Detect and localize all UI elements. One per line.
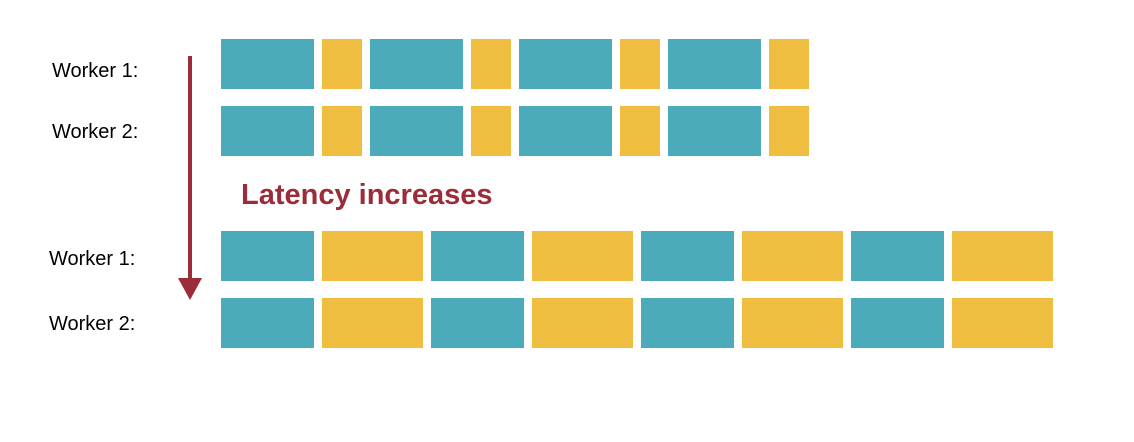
compute-block <box>431 231 524 281</box>
compute-block <box>431 298 524 348</box>
compute-block <box>851 298 944 348</box>
compute-block <box>221 39 314 89</box>
compute-block <box>519 106 612 156</box>
compute-block <box>221 106 314 156</box>
communication-block <box>471 39 511 89</box>
communication-block <box>532 231 633 281</box>
row-low-latency-worker-1 <box>221 39 809 89</box>
row-low-latency-worker-2 <box>221 106 809 156</box>
communication-block <box>620 106 660 156</box>
timeline-rows <box>221 39 1053 348</box>
row-high-latency-worker-2 <box>221 298 1053 348</box>
compute-block <box>668 106 761 156</box>
communication-block <box>742 298 843 348</box>
communication-block <box>769 39 809 89</box>
compute-block <box>668 39 761 89</box>
row-high-latency-worker-1 <box>221 231 1053 281</box>
compute-block <box>370 106 463 156</box>
compute-block <box>641 231 734 281</box>
communication-block <box>322 39 362 89</box>
worker-1-label-top: Worker 1: <box>52 60 138 82</box>
latency-arrow <box>178 56 202 300</box>
communication-block <box>322 106 362 156</box>
communication-block <box>620 39 660 89</box>
compute-block <box>519 39 612 89</box>
communication-block <box>742 231 843 281</box>
communication-block <box>952 298 1053 348</box>
worker-1-label-bottom: Worker 1: <box>49 248 135 270</box>
communication-block <box>471 106 511 156</box>
communication-block <box>322 231 423 281</box>
compute-block <box>641 298 734 348</box>
compute-block <box>370 39 463 89</box>
communication-block <box>322 298 423 348</box>
compute-block <box>221 231 314 281</box>
communication-block <box>769 106 809 156</box>
latency-increases-label: Latency increases <box>241 179 492 211</box>
worker-2-label-top: Worker 2: <box>52 121 138 143</box>
compute-block <box>851 231 944 281</box>
communication-block <box>532 298 633 348</box>
compute-block <box>221 298 314 348</box>
worker-2-label-bottom: Worker 2: <box>49 313 135 335</box>
communication-block <box>952 231 1053 281</box>
latency-arrow-head <box>178 278 202 300</box>
